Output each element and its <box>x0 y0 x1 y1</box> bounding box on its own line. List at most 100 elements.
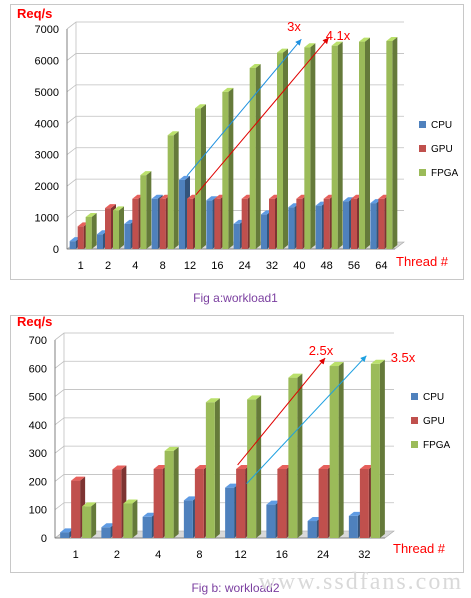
bar-fpga <box>167 135 174 249</box>
bar-top-cpu <box>266 500 281 505</box>
bar-gpu <box>159 198 166 249</box>
bar-fpga <box>85 216 92 249</box>
bar-gpu <box>351 198 357 249</box>
x-tick-label: 64 <box>375 260 387 272</box>
bar-side-fpga <box>256 395 262 538</box>
bar-top-gpu <box>105 204 116 209</box>
bar-fpga <box>82 506 92 538</box>
bar-fpga <box>247 399 257 538</box>
bar-cpu <box>315 205 322 249</box>
bar-side-fpga <box>255 63 261 249</box>
bar-top-cpu <box>307 517 322 522</box>
annotation-label: 4.1x <box>326 28 351 43</box>
x-tick-label: 2 <box>114 549 120 561</box>
bar-top-cpu <box>101 523 116 528</box>
bar-cpu <box>60 532 70 538</box>
bar-gpu <box>132 198 139 249</box>
bar-cpu <box>151 198 158 249</box>
chart-panel-workload1: Req/s 0 1000 2000 3000 4000 5000 6000 7000 1 2 4 8 12… <box>10 4 464 280</box>
bar-top-fpga <box>82 502 97 507</box>
x-tick-label: 12 <box>235 549 247 561</box>
legend-swatch-gpu <box>419 145 426 152</box>
y-tick-label: 7000 <box>35 24 59 36</box>
bar-gpu <box>77 226 84 249</box>
annotation-arrow <box>237 357 326 466</box>
bar-top-gpu <box>153 464 168 469</box>
bar-fpga <box>249 67 256 249</box>
gridline <box>66 178 404 187</box>
bar-top-fpga <box>359 37 370 42</box>
bar-side-fpga <box>173 131 179 249</box>
gridline <box>54 332 394 341</box>
bar-fpga <box>288 377 298 538</box>
y-tick-label: 200 <box>29 476 47 488</box>
legend-label-cpu: CPU <box>423 392 444 403</box>
caption-workload1: Fig a:workload1 <box>193 291 278 305</box>
bar-gpu <box>153 468 163 538</box>
bar-cpu <box>307 521 317 538</box>
bar-side-fpga <box>379 359 385 538</box>
legend-swatch-gpu <box>411 417 418 424</box>
bar-side-fpga <box>173 446 179 538</box>
bar-cpu <box>142 516 152 538</box>
legend-label-gpu: GPU <box>423 416 445 427</box>
bar-top-fpga <box>85 212 97 217</box>
x-tick-label: 2 <box>105 260 111 272</box>
x-tick-label: 24 <box>317 549 329 561</box>
bar-top-cpu <box>151 194 163 199</box>
bar-cpu <box>183 500 193 538</box>
legend-swatch-cpu <box>419 121 426 128</box>
gridline <box>66 147 404 156</box>
bar-fpga <box>123 503 133 538</box>
bar-fpga <box>386 40 393 249</box>
bar-top-fpga <box>123 499 138 504</box>
bar-top-cpu <box>348 511 363 516</box>
bar-gpu <box>187 198 193 249</box>
bar-gpu <box>378 198 385 249</box>
y-tick-label: 5000 <box>35 87 59 99</box>
bar-fpga <box>164 450 174 538</box>
y-tick-label: 100 <box>29 505 47 517</box>
bar-cpu <box>288 207 295 249</box>
x-tick-label: 48 <box>321 260 333 272</box>
bar-gpu <box>105 208 111 249</box>
bar-side-fpga <box>283 48 288 250</box>
bar-fpga <box>331 45 338 250</box>
bar-gpu <box>236 468 246 538</box>
bar-top-fpga <box>304 43 316 48</box>
y-tick-label: 0 <box>53 244 59 256</box>
watermark: www.ssdfans.com <box>258 569 463 595</box>
chart-panel-workload2: Req/s 0 100 200 300 400 500 600 700 1 2 4 8 12 16 24 32 T… <box>10 314 464 573</box>
bar-top-fpga <box>113 206 124 211</box>
y-tick-label: 1000 <box>35 213 59 225</box>
bar-fpga <box>222 91 229 249</box>
x-tick-label: 32 <box>266 260 278 272</box>
y-tick-label: 700 <box>29 335 47 347</box>
bar-side-fpga <box>146 171 152 249</box>
gridline <box>66 53 404 61</box>
bar-top-fpga <box>195 104 206 109</box>
y-tick-label: 4000 <box>35 118 59 130</box>
bar-gpu <box>71 480 81 538</box>
bar-top-cpu <box>225 483 240 488</box>
gridline <box>66 84 404 93</box>
bar-gpu <box>323 198 330 249</box>
x-tick-label: 40 <box>293 260 305 272</box>
bar-cpu <box>348 515 358 538</box>
bar-top-gpu <box>71 476 86 481</box>
y-tick-label: 6000 <box>35 55 59 67</box>
bar-top-fpga <box>277 48 288 53</box>
bar-side-fpga <box>310 43 316 249</box>
legend-swatch-fpga <box>411 441 418 448</box>
bar-side-fpga <box>91 212 97 249</box>
bar-top-cpu <box>60 528 75 533</box>
bar-fpga <box>359 41 365 250</box>
bar-gpu <box>194 468 204 538</box>
bar-fpga <box>205 402 215 538</box>
legend-swatch-cpu <box>411 393 418 400</box>
y-tick-label: 400 <box>29 420 47 432</box>
bar-top-fpga <box>164 446 179 451</box>
annotation-arrow <box>195 37 330 196</box>
annotation-arrow <box>186 38 302 177</box>
